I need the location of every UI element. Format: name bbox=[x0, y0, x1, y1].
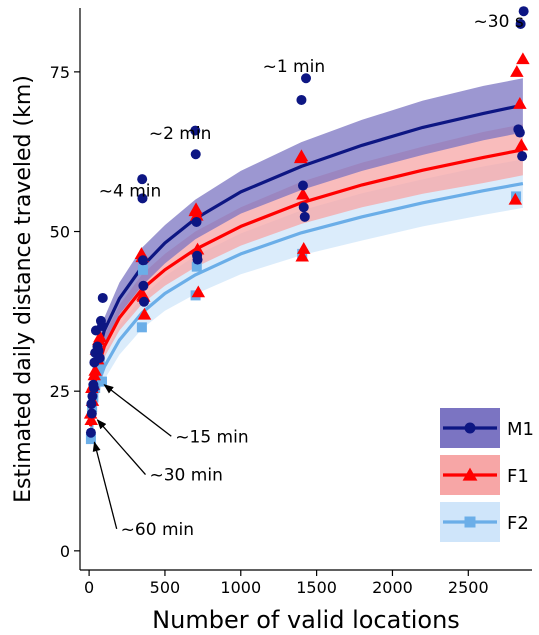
point-m1 bbox=[192, 254, 203, 265]
annotation-label: ~60 min bbox=[121, 520, 194, 540]
point-f1 bbox=[508, 192, 523, 205]
annotation-arrow bbox=[92, 441, 118, 530]
legend-label-f2: F2 bbox=[507, 513, 529, 534]
point-f1 bbox=[137, 307, 152, 320]
point-f1 bbox=[295, 249, 309, 262]
point-f1 bbox=[513, 97, 527, 109]
point-f1 bbox=[189, 202, 203, 215]
point-f1 bbox=[84, 413, 98, 425]
point-m1 bbox=[94, 352, 105, 363]
point-m1 bbox=[296, 94, 307, 105]
point-f2 bbox=[85, 434, 96, 445]
point-m1 bbox=[517, 151, 528, 162]
axes: 0 500 1000 1500 2000 2500 0 25 50 75 bbox=[50, 8, 532, 597]
point-m1 bbox=[191, 216, 202, 227]
annotation-label: ~15 min bbox=[175, 427, 248, 447]
y-axis-label: Estimated daily distance traveled (km) bbox=[11, 75, 36, 503]
y-tick-label: 0 bbox=[60, 542, 70, 561]
x-tick-label: 1500 bbox=[296, 578, 337, 597]
legend-label-m1: M1 bbox=[507, 419, 534, 440]
point-m1 bbox=[190, 149, 201, 160]
point-m1 bbox=[87, 391, 98, 402]
point-m1 bbox=[97, 292, 108, 303]
point-m1 bbox=[137, 193, 148, 204]
annotations: ~30 s ~1 min ~2 min ~4 min ~15 min ~30 min ~60… bbox=[92, 12, 524, 540]
point-f1 bbox=[190, 242, 205, 255]
point-f2 bbox=[96, 376, 107, 387]
annotation-label: ~30 s bbox=[474, 12, 524, 32]
point-m1 bbox=[86, 408, 97, 419]
point-m1 bbox=[137, 174, 148, 185]
x-tick-label: 2000 bbox=[372, 578, 413, 597]
point-m1 bbox=[96, 321, 107, 332]
point-m1 bbox=[297, 180, 308, 191]
point-f1 bbox=[296, 242, 311, 254]
x-tick-label: 2500 bbox=[448, 578, 489, 597]
point-m1 bbox=[86, 398, 97, 409]
x-tick-label: 500 bbox=[150, 578, 181, 597]
annotation-label: ~2 min bbox=[149, 124, 212, 144]
annotation-label: ~1 min bbox=[263, 57, 326, 77]
point-m1 bbox=[85, 427, 96, 438]
point-f1 bbox=[88, 363, 102, 376]
x-tick-label: 1000 bbox=[220, 578, 261, 597]
point-f2 bbox=[136, 322, 147, 333]
legend-marker-m1 bbox=[464, 422, 476, 434]
x-axis-label: Number of valid locations bbox=[152, 606, 460, 634]
point-m1 bbox=[299, 211, 310, 222]
point-m1 bbox=[137, 255, 148, 266]
point-m1 bbox=[88, 382, 99, 393]
point-m1 bbox=[301, 73, 311, 84]
point-m1 bbox=[139, 296, 150, 307]
x-tick-label: 0 bbox=[84, 578, 94, 597]
point-m1 bbox=[190, 125, 201, 136]
annotation-arrow bbox=[103, 384, 172, 437]
legend-marker-f1 bbox=[462, 467, 478, 481]
y-tick-label: 25 bbox=[50, 382, 70, 401]
legend: M1 F1 F2 bbox=[440, 408, 534, 542]
point-f1 bbox=[510, 65, 524, 77]
point-m1 bbox=[518, 6, 529, 17]
point-f1 bbox=[294, 149, 309, 162]
annotation-label: ~4 min bbox=[99, 181, 162, 201]
point-f2 bbox=[191, 261, 202, 272]
annotation-arrow bbox=[96, 419, 146, 476]
point-f1 bbox=[93, 330, 107, 342]
point-f1 bbox=[190, 208, 204, 221]
point-f1 bbox=[516, 52, 530, 65]
legend-label-f1: F1 bbox=[507, 466, 529, 487]
point-m1 bbox=[514, 127, 525, 138]
data-points bbox=[83, 6, 530, 445]
point-f1 bbox=[296, 187, 310, 200]
point-m1 bbox=[298, 202, 309, 213]
annotation-label: ~30 min bbox=[150, 466, 223, 486]
point-f2 bbox=[137, 264, 148, 275]
point-m1 bbox=[138, 280, 149, 291]
y-tick-label: 50 bbox=[50, 223, 70, 242]
point-f1 bbox=[514, 138, 529, 151]
y-tick-label: 75 bbox=[50, 63, 70, 82]
legend-marker-f2 bbox=[464, 516, 476, 528]
point-m1 bbox=[515, 18, 526, 29]
point-f1 bbox=[191, 285, 206, 298]
